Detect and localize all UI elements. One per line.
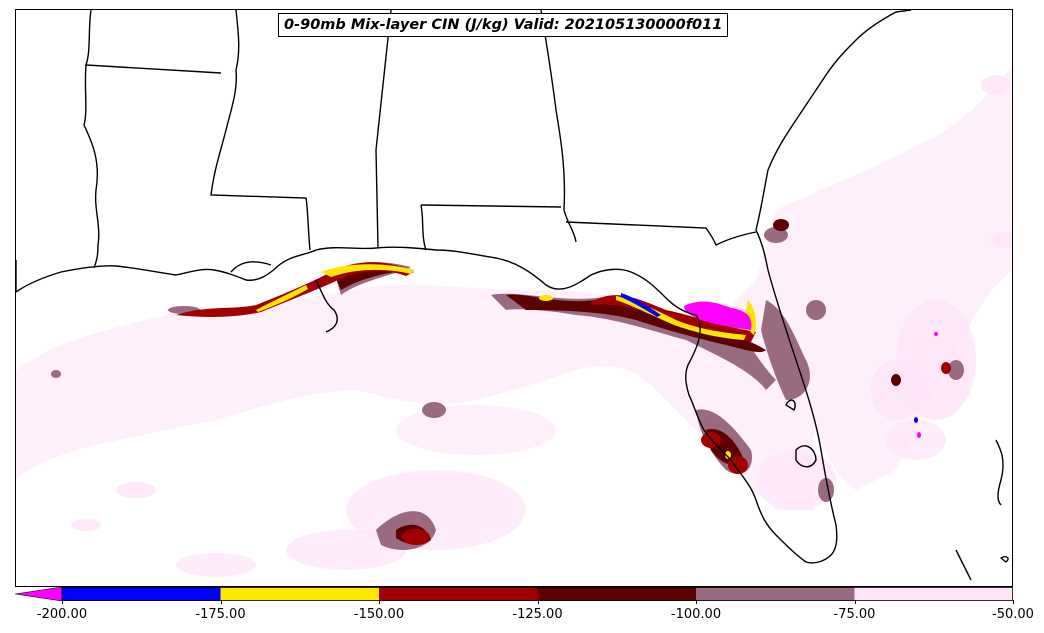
colorbar-tick-label: -200.00 (36, 607, 88, 622)
colorbar-tick-label: -175.00 (195, 607, 246, 622)
map-panel (15, 9, 1013, 587)
cin-field-magenta (684, 301, 938, 438)
colorbar-tick-label: -100.00 (670, 607, 722, 622)
colorbar (15, 587, 1013, 601)
colorbar-tick-mark (1013, 600, 1014, 604)
colorbar-tick-mark (537, 600, 539, 604)
cin-map (16, 10, 1012, 581)
cin-field-blue (621, 293, 918, 423)
colorbar-tick-label: -125.00 (512, 607, 563, 622)
colorbar-bin (379, 587, 538, 601)
colorbar-tick-label: -75.00 (833, 607, 876, 622)
colorbar-tick-mark (62, 600, 63, 604)
colorbar-tick-label: -150.00 (353, 607, 405, 622)
map-title: 0-90mb Mix-layer CIN (J/kg) Valid: 20210… (278, 13, 729, 37)
state-borders (83, 10, 757, 269)
colorbar-bin (62, 587, 221, 601)
colorbar-tick-mark (696, 600, 697, 604)
colorbar-bin (537, 587, 696, 601)
colorbar-tick-mark (854, 600, 856, 604)
colorbar-tick-mark (379, 600, 380, 604)
colorbar-outline (61, 587, 1013, 601)
colorbar-bin (854, 587, 1013, 601)
colorbar-tick-mark (220, 600, 222, 604)
cin-field-light (16, 67, 1012, 577)
colorbar-bin (696, 587, 855, 601)
coastlines (16, 10, 1009, 581)
colorbar-tick-label: -50.00 (992, 607, 1034, 622)
colorbar-bin (220, 587, 379, 601)
cin-field-red (176, 262, 951, 545)
colorbar-extend-min (15, 587, 63, 601)
